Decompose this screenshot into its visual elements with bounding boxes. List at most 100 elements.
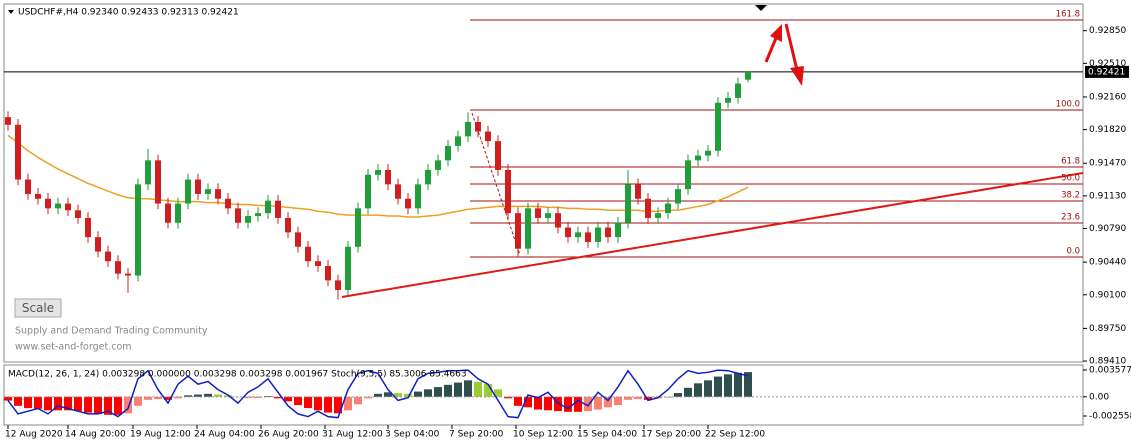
macd-bar bbox=[64, 396, 72, 411]
candle-body bbox=[615, 222, 621, 238]
macd-bar bbox=[724, 374, 732, 397]
candle-body bbox=[685, 160, 691, 190]
candle-body bbox=[715, 102, 721, 151]
main-panel bbox=[3, 3, 1084, 363]
y-tick-label: 0.92850 bbox=[1089, 26, 1126, 36]
candle-body bbox=[175, 203, 181, 223]
macd-bar bbox=[414, 391, 422, 397]
fib-label: 61.8 bbox=[1061, 156, 1080, 166]
macd-bar bbox=[544, 396, 552, 411]
candle-body bbox=[125, 273, 131, 276]
macd-bar bbox=[514, 396, 522, 406]
candle-body bbox=[555, 213, 561, 228]
candle-body bbox=[525, 208, 531, 249]
candle-body bbox=[185, 179, 191, 204]
macd-bar bbox=[4, 396, 12, 401]
macd-bar bbox=[714, 376, 722, 397]
y-tick-label: 0.90790 bbox=[1089, 224, 1126, 234]
candle-body bbox=[545, 213, 551, 218]
menu-arrow[interactable] bbox=[8, 10, 14, 14]
candle-body bbox=[295, 232, 301, 247]
candle-body bbox=[605, 227, 611, 238]
candle-body bbox=[95, 237, 101, 252]
scale-button[interactable] bbox=[14, 298, 62, 318]
y-tick-label: 0.90440 bbox=[1089, 258, 1126, 268]
macd-bar bbox=[674, 393, 682, 397]
candle-body bbox=[465, 121, 471, 137]
macd-bar bbox=[634, 396, 642, 400]
indicator-tick-label: -0.002558 bbox=[1089, 412, 1131, 422]
candle-body bbox=[15, 124, 21, 180]
candle-body bbox=[515, 213, 521, 249]
x-tick-label: 26 Aug 20:00 bbox=[258, 430, 319, 440]
fib-label: 38.2 bbox=[1061, 190, 1080, 200]
current-price-box bbox=[1085, 65, 1129, 78]
candle-body bbox=[165, 203, 171, 223]
indicator-header: MACD(12, 26, 1, 24) 0.003298 0.000000 0.… bbox=[8, 370, 467, 380]
macd-bar bbox=[14, 396, 22, 406]
candle-body bbox=[625, 184, 631, 223]
candle-body bbox=[425, 169, 431, 185]
macd-bar bbox=[214, 394, 222, 397]
macd-bar bbox=[374, 393, 382, 397]
candle-body bbox=[705, 150, 711, 156]
y-tick-label: 0.92510 bbox=[1089, 59, 1126, 69]
macd-bar bbox=[284, 396, 292, 402]
x-tick-label: 10 Sep 12:00 bbox=[513, 430, 573, 440]
candle-body bbox=[405, 198, 411, 209]
candle-body bbox=[35, 193, 41, 199]
macd-bar bbox=[344, 396, 352, 411]
x-tick-label: 24 Aug 04:00 bbox=[194, 430, 255, 440]
candle-body bbox=[675, 189, 681, 204]
macd-bar bbox=[404, 393, 412, 397]
candle-body bbox=[5, 117, 11, 125]
candle-body bbox=[735, 83, 741, 98]
macd-bar bbox=[744, 372, 752, 397]
indicator-tick-label: 0.003577 bbox=[1089, 366, 1131, 376]
macd-bar bbox=[704, 380, 712, 397]
scale-label: Scale bbox=[22, 301, 54, 315]
watermark: www.set-and-forget.com bbox=[15, 342, 132, 353]
fib-label: 23.6 bbox=[1061, 212, 1080, 222]
macd-bar bbox=[734, 372, 742, 397]
macd-bar bbox=[694, 383, 702, 397]
stoch-line bbox=[7, 369, 749, 419]
trendline bbox=[341, 172, 1083, 298]
macd-bar bbox=[494, 389, 502, 397]
candle-body bbox=[195, 179, 201, 194]
macd-bar bbox=[424, 389, 432, 397]
candle-body bbox=[655, 213, 661, 218]
macd-bar bbox=[194, 394, 202, 397]
fib-label: 161.8 bbox=[1056, 10, 1080, 20]
macd-bar bbox=[154, 396, 162, 400]
macd-bar bbox=[44, 396, 52, 411]
macd-bar bbox=[124, 396, 132, 414]
x-tick-label: 7 Sep 20:00 bbox=[449, 430, 504, 440]
candle-body bbox=[495, 141, 501, 170]
watermark: Supply and Demand Trading Community bbox=[15, 326, 208, 337]
y-tick-label: 0.92160 bbox=[1089, 92, 1126, 102]
macd-bar bbox=[534, 396, 542, 410]
candle-body bbox=[635, 184, 641, 199]
candle-body bbox=[75, 210, 81, 218]
macd-bar bbox=[434, 387, 442, 397]
macd-bar bbox=[144, 396, 152, 400]
candle-body bbox=[445, 145, 451, 161]
macd-bar bbox=[334, 396, 342, 414]
candle-body bbox=[375, 169, 381, 175]
macd-bar bbox=[684, 387, 692, 397]
candle-body bbox=[25, 179, 31, 194]
candle-body bbox=[335, 280, 341, 290]
macd-bar bbox=[464, 380, 472, 397]
moving-average bbox=[7, 134, 749, 218]
macd-bar bbox=[74, 396, 82, 412]
axes: 0.92850 0.92510 0.92160 0.91820 0.91470 0.911… bbox=[5, 26, 1131, 439]
macd-bar bbox=[224, 395, 232, 397]
macd-bar bbox=[314, 396, 322, 411]
candle-body bbox=[585, 232, 591, 242]
x-tick-label: 22 Sep 12:00 bbox=[705, 430, 765, 440]
macd-bar bbox=[204, 393, 212, 397]
candle-body bbox=[135, 184, 141, 276]
shift-marker bbox=[755, 5, 767, 11]
x-tick-label: 31 Aug 12:00 bbox=[322, 430, 383, 440]
